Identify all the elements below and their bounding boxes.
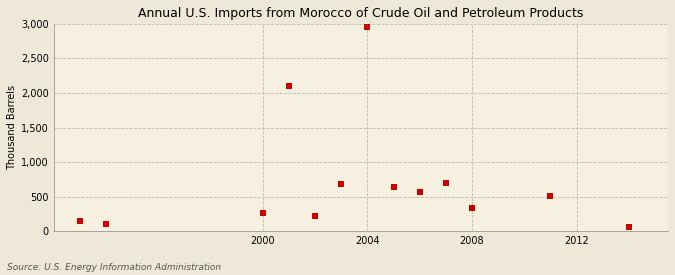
Point [284, 84, 294, 88]
Point [310, 214, 321, 218]
Point [258, 211, 269, 215]
Point [545, 194, 556, 198]
Point [101, 221, 111, 226]
Point [336, 182, 347, 186]
Point [388, 185, 399, 189]
Text: Source: U.S. Energy Information Administration: Source: U.S. Energy Information Administ… [7, 263, 221, 272]
Point [624, 224, 634, 229]
Point [74, 219, 85, 223]
Y-axis label: Thousand Barrels: Thousand Barrels [7, 85, 17, 170]
Point [466, 205, 477, 210]
Title: Annual U.S. Imports from Morocco of Crude Oil and Petroleum Products: Annual U.S. Imports from Morocco of Crud… [138, 7, 584, 20]
Point [414, 190, 425, 195]
Point [362, 25, 373, 29]
Point [441, 181, 452, 185]
